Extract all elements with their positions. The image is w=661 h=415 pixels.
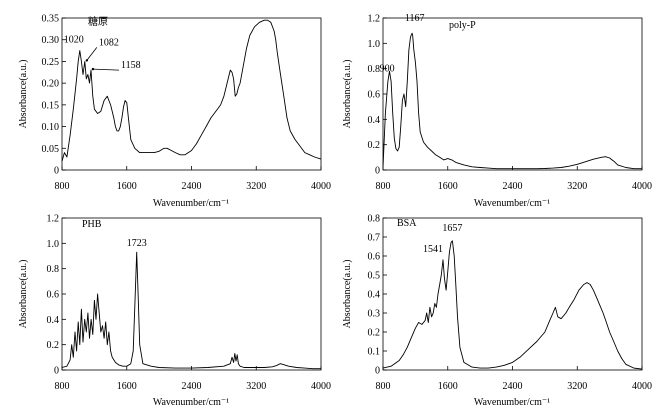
x-tick-label: 3200 [246, 381, 266, 392]
axis-ticks: 800 1600 2400 3200 4000 0 0.05 0.10 0.15 0.20 0.25… [42, 14, 332, 193]
annotation-label: 1541 [423, 244, 443, 255]
y-tick-label: 0.4 [47, 315, 60, 326]
y-tick-label: 0.8 [368, 64, 381, 75]
y-axis-label: Absorbance(a.u.) [342, 60, 353, 129]
x-tick-label: 1600 [438, 381, 458, 392]
x-tick-label: 3200 [567, 181, 587, 192]
y-tick-label: 0.20 [42, 79, 60, 90]
annotation-label: 1020 [64, 35, 84, 46]
y-tick-label: 0 [54, 366, 59, 377]
y-tick-label: 0.3 [368, 309, 381, 320]
x-tick-label: 2400 [503, 181, 523, 192]
y-tick-label: 0.2 [368, 140, 381, 151]
x-tick-label: 1600 [438, 181, 458, 192]
y-tick-label: 0 [54, 166, 59, 177]
panel-title: 糖原 [88, 15, 108, 28]
y-axis-label: Absorbance(a.u.) [18, 60, 29, 129]
x-axis-label: Wavenumber/cm⁻¹ [474, 397, 550, 408]
y-tick-label: 0.8 [47, 264, 60, 275]
y-tick-label: 0.6 [47, 290, 60, 301]
y-tick-label: 0.4 [368, 290, 381, 301]
spectrum-line [382, 240, 643, 370]
peak-annotations: 1541 1657 [423, 223, 462, 255]
x-tick-label: 4000 [311, 381, 331, 392]
plot-frame [382, 17, 643, 171]
spectrum-line [61, 19, 322, 162]
annotation-label: 1657 [442, 223, 462, 234]
panel-bsa: BSA Wavenumber/cm⁻¹ Absorbance(a.u.) 800… [342, 214, 652, 409]
y-tick-label: 0.5 [368, 271, 381, 282]
y-tick-label: 0.05 [42, 144, 60, 155]
plot-frame [61, 217, 322, 371]
y-tick-label: 1.0 [368, 39, 381, 50]
y-axis-label: Absorbance(a.u.) [18, 260, 29, 329]
x-tick-label: 1600 [117, 381, 137, 392]
x-axis-label: Wavenumber/cm⁻¹ [474, 198, 550, 209]
y-axis-label: Absorbance(a.u.) [342, 260, 353, 329]
annotation-arrow [92, 68, 119, 71]
x-tick-label: 2400 [182, 181, 202, 192]
y-tick-label: 0.6 [368, 252, 381, 263]
peak-annotations: 1020 1082 1158 [64, 35, 141, 72]
panel-phb: PHB Wavenumber/cm⁻¹ Absorbance(a.u.) 800… [18, 214, 331, 409]
x-tick-label: 800 [55, 381, 70, 392]
annotation-label: 1167 [405, 13, 425, 24]
x-tick-label: 1600 [117, 181, 137, 192]
x-tick-label: 2400 [182, 381, 202, 392]
y-tick-label: 0.2 [47, 340, 60, 351]
spectrum-line [382, 32, 642, 170]
annotation-arrow [86, 47, 98, 61]
y-tick-label: 0 [375, 366, 380, 377]
x-tick-label: 3200 [246, 181, 266, 192]
y-tick-label: 0.35 [42, 14, 60, 25]
x-tick-label: 3200 [567, 381, 587, 392]
x-tick-label: 800 [376, 381, 391, 392]
axis-ticks: 800 1600 2400 3200 4000 0 0.1 0.2 0.3 0.4 0.5 0.6 0.… [368, 214, 653, 393]
x-axis-label: Wavenumber/cm⁻¹ [153, 198, 229, 209]
y-tick-label: 0.4 [368, 115, 381, 126]
y-tick-label: 1.2 [47, 214, 60, 225]
y-tick-label: 0.7 [368, 233, 381, 244]
annotation-arrowhead [85, 59, 89, 62]
y-tick-label: 0.10 [42, 122, 60, 133]
y-tick-label: 0.30 [42, 35, 60, 46]
plot-frame [382, 217, 643, 371]
x-tick-label: 2400 [503, 381, 523, 392]
annotation-label: 1158 [121, 60, 141, 71]
annotation-arrowhead [91, 67, 95, 71]
peak-annotations: 1723 [127, 238, 147, 249]
panel-title: poly-P [449, 20, 476, 31]
y-tick-label: 0.6 [368, 90, 381, 101]
panel-glycogen: 糖原 Wavenumber/cm⁻¹ Absorbance(a.u.) 800 1… [18, 14, 331, 210]
x-tick-label: 800 [55, 181, 70, 192]
panel-title: PHB [82, 219, 102, 230]
annotation-label: 1082 [99, 37, 119, 48]
peak-annotations: 900 1167 [380, 13, 425, 74]
axis-ticks: 800 1600 2400 3200 4000 0 0.2 0.4 0.6 0.8 1.0 1.2 [47, 214, 332, 393]
y-tick-label: 0.15 [42, 100, 60, 111]
annotation-label: 900 [380, 63, 395, 74]
x-axis-label: Wavenumber/cm⁻¹ [153, 397, 229, 408]
y-tick-label: 1.0 [47, 239, 60, 250]
y-tick-label: 0.2 [368, 328, 381, 339]
y-tick-label: 0 [375, 166, 380, 177]
y-tick-label: 0.1 [368, 347, 381, 358]
y-tick-label: 1.2 [368, 14, 381, 25]
x-tick-label: 4000 [311, 181, 331, 192]
x-tick-label: 4000 [632, 181, 652, 192]
panel-polyp: poly-P Wavenumber/cm⁻¹ Absorbance(a.u.) … [342, 13, 652, 209]
spectrum-line [61, 251, 321, 370]
panel-title: BSA [397, 218, 417, 229]
y-tick-label: 0.8 [368, 214, 381, 225]
annotation-label: 1723 [127, 238, 147, 249]
x-tick-label: 800 [376, 181, 391, 192]
x-tick-label: 4000 [632, 381, 652, 392]
axis-ticks: 800 1600 2400 3200 4000 0 0.2 0.4 0.6 0.8 1.0 1.2 [368, 14, 653, 193]
y-tick-label: 0.25 [42, 57, 60, 68]
